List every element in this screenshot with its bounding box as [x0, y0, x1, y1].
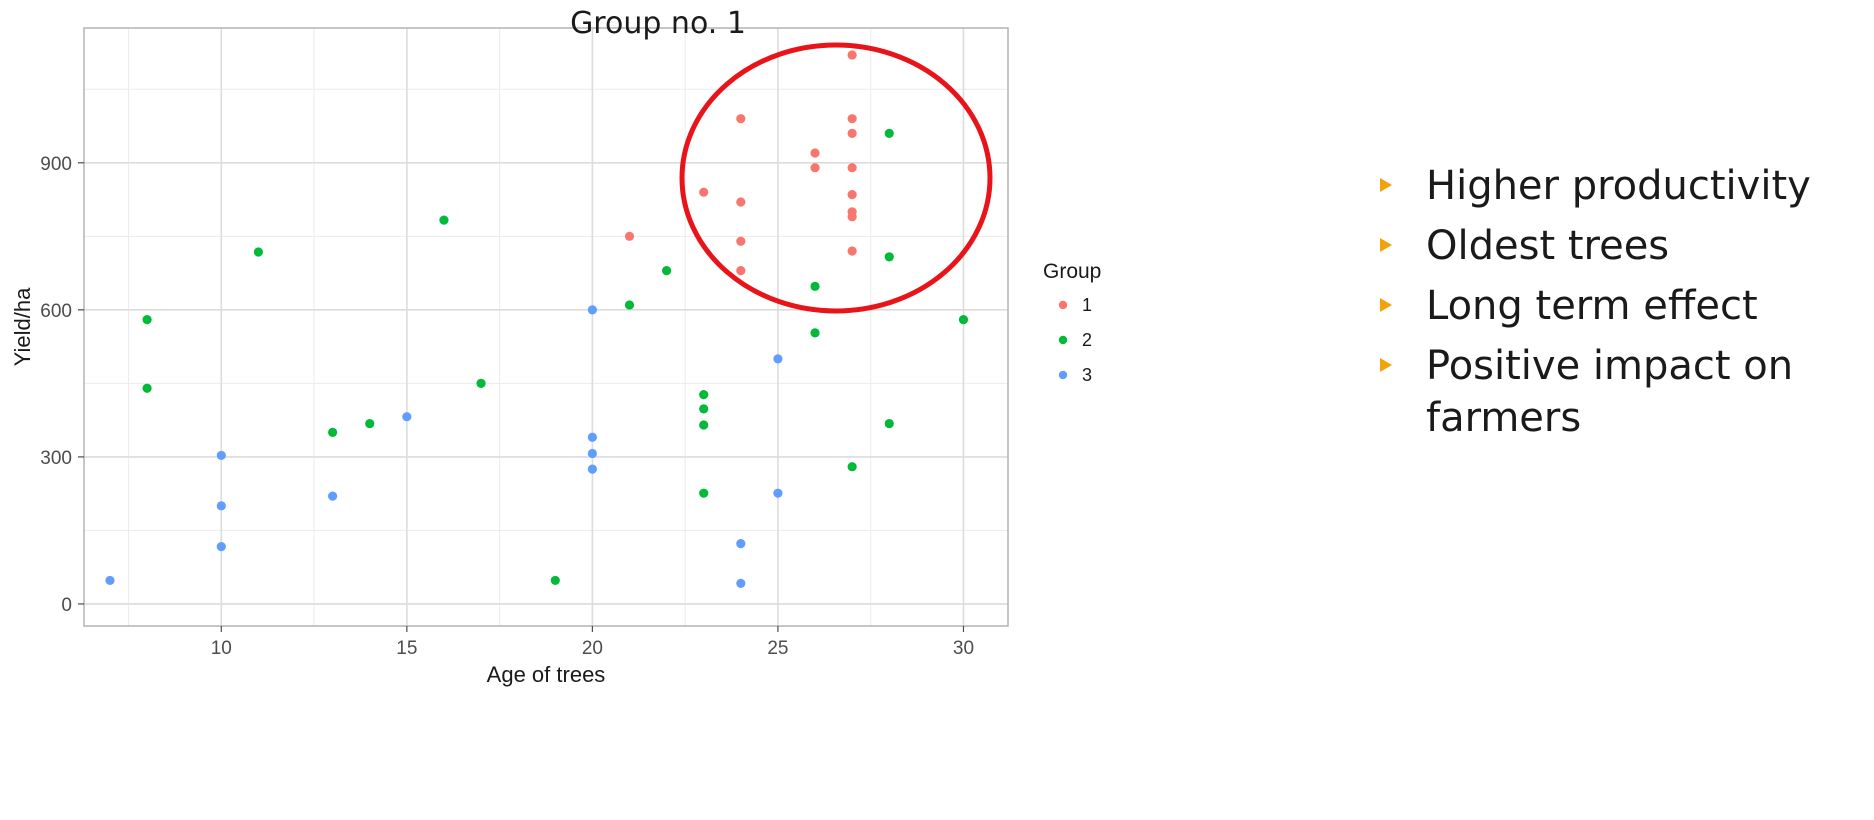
data-point-group-2 — [142, 383, 152, 393]
data-point-group-2 — [699, 420, 709, 430]
data-point-group-2 — [958, 315, 969, 325]
bullet-item: Positive impact on farmers — [1380, 340, 1874, 444]
data-point-group-1 — [810, 163, 820, 173]
data-point-group-2 — [884, 128, 894, 138]
x-tick-label: 20 — [582, 638, 603, 659]
data-point-group-3 — [587, 432, 597, 442]
data-point-group-1 — [699, 187, 709, 197]
data-point-group-2 — [624, 300, 635, 310]
triangle-bullet-icon — [1380, 238, 1392, 252]
legend: Group 1 2 3 — [1043, 260, 1101, 385]
x-axis-title: Age of trees — [487, 662, 606, 687]
triangle-bullet-icon — [1380, 358, 1392, 372]
legend-key-group-3 — [1058, 370, 1068, 380]
data-point-group-3 — [736, 539, 746, 549]
bullet-item: Higher productivity — [1380, 160, 1874, 212]
bullet-text: Oldest trees — [1426, 223, 1670, 269]
data-point-group-2 — [142, 315, 152, 325]
x-tick-label: 30 — [953, 638, 974, 659]
data-point-group-1 — [736, 197, 746, 207]
y-axis-title: Yield/ha — [10, 287, 35, 366]
bullet-list: Higher productivity Oldest trees Long te… — [1380, 160, 1874, 452]
data-point-group-2 — [810, 328, 820, 338]
triangle-bullet-icon — [1380, 178, 1392, 192]
data-point-group-3 — [587, 464, 597, 474]
data-point-group-2 — [550, 575, 560, 586]
data-point-group-1 — [847, 163, 857, 173]
data-point-group-1 — [847, 212, 857, 222]
data-point-group-3 — [328, 491, 338, 501]
y-tick-label: 0 — [61, 595, 72, 616]
chart-title: Group no. 1 — [570, 6, 746, 41]
data-point-group-2 — [884, 418, 894, 429]
plot-panel-border — [83, 27, 1009, 627]
data-point-group-1 — [810, 148, 820, 158]
data-point-group-1 — [624, 231, 635, 241]
data-point-group-3 — [216, 541, 226, 552]
data-point-group-1 — [847, 190, 857, 200]
bullet-text: Higher productivity — [1426, 163, 1811, 209]
bullet-text: Positive impact on farmers — [1426, 343, 1794, 441]
data-point-group-3 — [216, 450, 226, 461]
data-points — [105, 50, 969, 588]
legend-label: 2 — [1082, 330, 1092, 350]
data-point-group-1 — [736, 266, 746, 276]
triangle-bullet-icon — [1380, 298, 1392, 312]
data-point-group-2 — [439, 215, 449, 225]
bullet-item: Oldest trees — [1380, 220, 1874, 272]
data-point-group-3 — [736, 578, 746, 588]
y-tick-label: 600 — [40, 301, 72, 322]
data-point-group-2 — [847, 462, 857, 472]
data-point-group-2 — [810, 281, 820, 291]
legend-label: 3 — [1082, 365, 1092, 385]
x-tick-label: 25 — [767, 638, 788, 659]
data-point-group-1 — [847, 50, 857, 60]
data-point-group-2 — [699, 488, 709, 498]
grid-lines — [84, 28, 1008, 626]
data-point-group-1 — [847, 246, 857, 256]
data-point-group-2 — [662, 266, 672, 276]
data-point-group-3 — [773, 488, 783, 498]
x-tick-label: 15 — [396, 638, 417, 659]
y-tick-label: 900 — [40, 154, 72, 175]
data-point-group-2 — [328, 427, 338, 437]
data-point-group-3 — [587, 305, 597, 315]
data-point-group-2 — [699, 404, 709, 414]
data-point-group-1 — [847, 128, 857, 138]
data-point-group-3 — [105, 575, 115, 586]
legend-key-group-1 — [1058, 300, 1068, 310]
data-point-group-3 — [773, 354, 783, 364]
data-point-group-3 — [402, 412, 412, 422]
data-point-group-2 — [365, 418, 375, 429]
data-point-group-1 — [736, 236, 746, 246]
bullet-text: Long term effect — [1426, 283, 1758, 329]
legend-label: 1 — [1082, 295, 1092, 315]
highlight-circle — [679, 42, 993, 314]
legend-title: Group — [1043, 260, 1101, 283]
legend-key-group-2 — [1058, 335, 1068, 345]
bullet-item: Long term effect — [1380, 280, 1874, 332]
x-tick-label: 10 — [211, 638, 232, 659]
data-point-group-2 — [699, 390, 709, 400]
data-point-group-3 — [587, 448, 597, 459]
data-point-group-2 — [253, 247, 264, 257]
data-point-group-2 — [476, 378, 486, 388]
data-point-group-3 — [216, 501, 226, 511]
data-point-group-1 — [847, 114, 857, 124]
data-point-group-2 — [884, 252, 894, 262]
y-tick-label: 300 — [40, 448, 72, 469]
data-point-group-1 — [736, 114, 746, 124]
